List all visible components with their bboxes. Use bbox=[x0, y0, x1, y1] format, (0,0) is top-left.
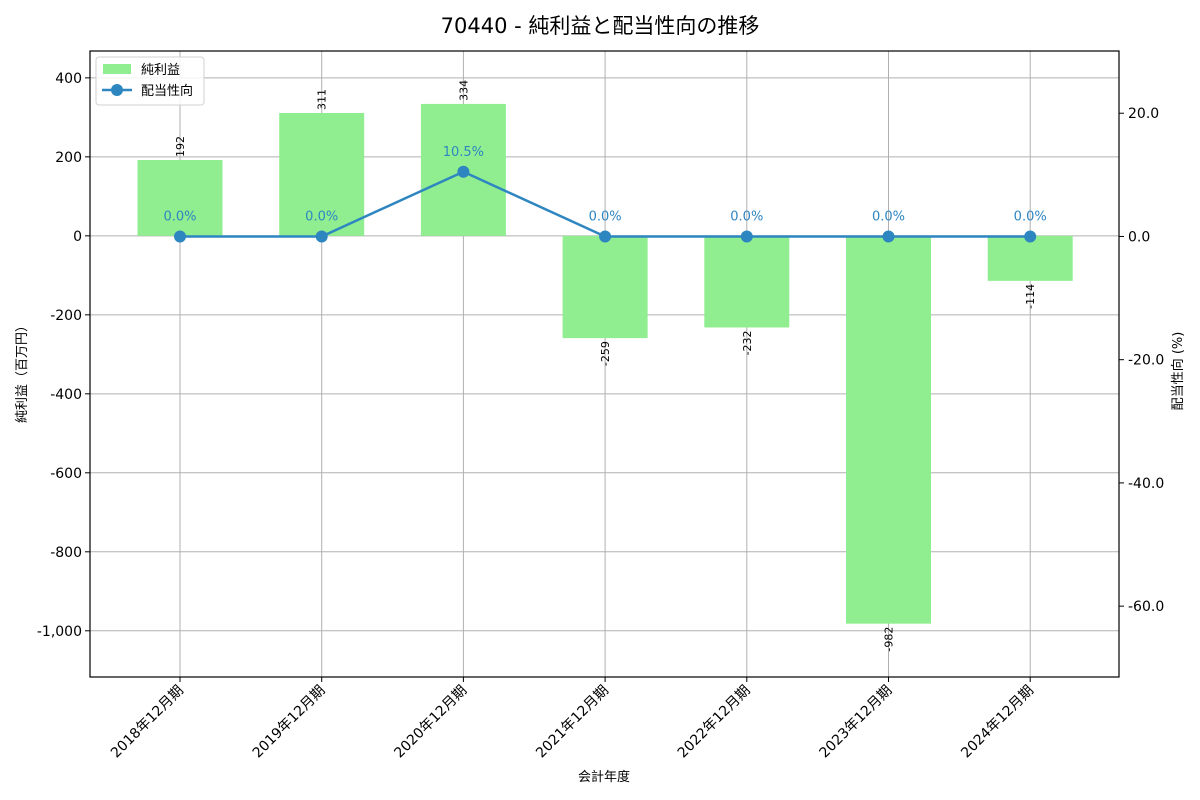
bar-value-label: 192 bbox=[174, 136, 187, 157]
payout-ratio-label: 0.0% bbox=[589, 209, 622, 224]
legend-bar-swatch bbox=[103, 64, 131, 74]
bar bbox=[987, 235, 1073, 281]
y-tick-label: 200 bbox=[55, 150, 82, 166]
x-tick-label: 2020年12月期 bbox=[391, 683, 470, 762]
payout-ratio-marker bbox=[457, 165, 470, 178]
bar bbox=[562, 235, 648, 339]
y2-tick-label: 0.0 bbox=[1128, 229, 1150, 245]
legend-marker-icon bbox=[111, 84, 123, 96]
legend-label-net-income: 純利益 bbox=[141, 63, 180, 78]
bar bbox=[846, 235, 931, 624]
payout-ratio-label: 0.0% bbox=[305, 209, 338, 224]
y2-tick-label: -20.0 bbox=[1128, 353, 1164, 369]
payout-ratio-label: 0.0% bbox=[872, 209, 905, 224]
bar-value-label: 311 bbox=[316, 89, 329, 110]
y-axis-label: 純利益（百万円） bbox=[15, 319, 30, 423]
x-tick-label: 2022年12月期 bbox=[675, 683, 754, 762]
payout-ratio-marker bbox=[315, 230, 328, 243]
plot-frame bbox=[89, 50, 1120, 678]
x-tick-label: 2018年12月期 bbox=[108, 683, 187, 762]
data-labels: 192 311 334 -259 -232 -982 -114 0.0% 0.0% 10.5% 0.… bbox=[163, 80, 1046, 652]
line-series bbox=[174, 165, 1037, 243]
legend-label-payout-ratio: 配当性向 bbox=[141, 83, 193, 99]
y2-axis-label: 配当性向 (%) bbox=[1170, 332, 1186, 411]
bar-series bbox=[137, 103, 1073, 624]
y-tick-label: 400 bbox=[55, 71, 82, 87]
x-tick-label: 2023年12月期 bbox=[817, 683, 896, 762]
bar-value-label: -114 bbox=[1024, 284, 1037, 309]
x-tick-label: 2021年12月期 bbox=[533, 683, 612, 762]
y2-tick-label: 20.0 bbox=[1128, 106, 1159, 122]
payout-ratio-marker bbox=[882, 230, 895, 243]
y-tick-label: -400 bbox=[50, 387, 82, 403]
payout-ratio-label: 10.5% bbox=[443, 145, 484, 160]
payout-ratio-marker bbox=[740, 230, 753, 243]
bar bbox=[137, 160, 223, 236]
bar-value-label: -982 bbox=[883, 627, 896, 652]
y-tick-label: -600 bbox=[50, 466, 82, 482]
payout-ratio-label: 0.0% bbox=[163, 209, 196, 224]
y-tick-label: -800 bbox=[50, 545, 82, 561]
payout-ratio-label: 0.0% bbox=[730, 209, 763, 224]
bar-value-label: -232 bbox=[741, 330, 754, 355]
chart-title: 70440 - 純利益と配当性向の推移 bbox=[440, 14, 760, 38]
y-tick-label: -1,000 bbox=[37, 624, 82, 640]
bar-value-label: -259 bbox=[599, 341, 612, 366]
x-tick-label: 2019年12月期 bbox=[250, 683, 329, 762]
bar-value-label: 334 bbox=[457, 80, 470, 101]
payout-ratio-label: 0.0% bbox=[1014, 209, 1047, 224]
payout-ratio-marker bbox=[599, 230, 612, 243]
y-tick-label: -200 bbox=[50, 308, 82, 324]
bar bbox=[279, 113, 365, 236]
payout-ratio-marker bbox=[174, 230, 186, 243]
y2-tick-label: -40.0 bbox=[1128, 476, 1164, 492]
payout-ratio-marker bbox=[1024, 230, 1037, 243]
bar bbox=[704, 235, 790, 328]
x-tick-label: 2024年12月期 bbox=[958, 683, 1037, 762]
y2-tick-label: -60.0 bbox=[1128, 599, 1164, 615]
x-axis-label: 会計年度 bbox=[578, 769, 630, 785]
y-tick-label: 0 bbox=[73, 229, 82, 245]
